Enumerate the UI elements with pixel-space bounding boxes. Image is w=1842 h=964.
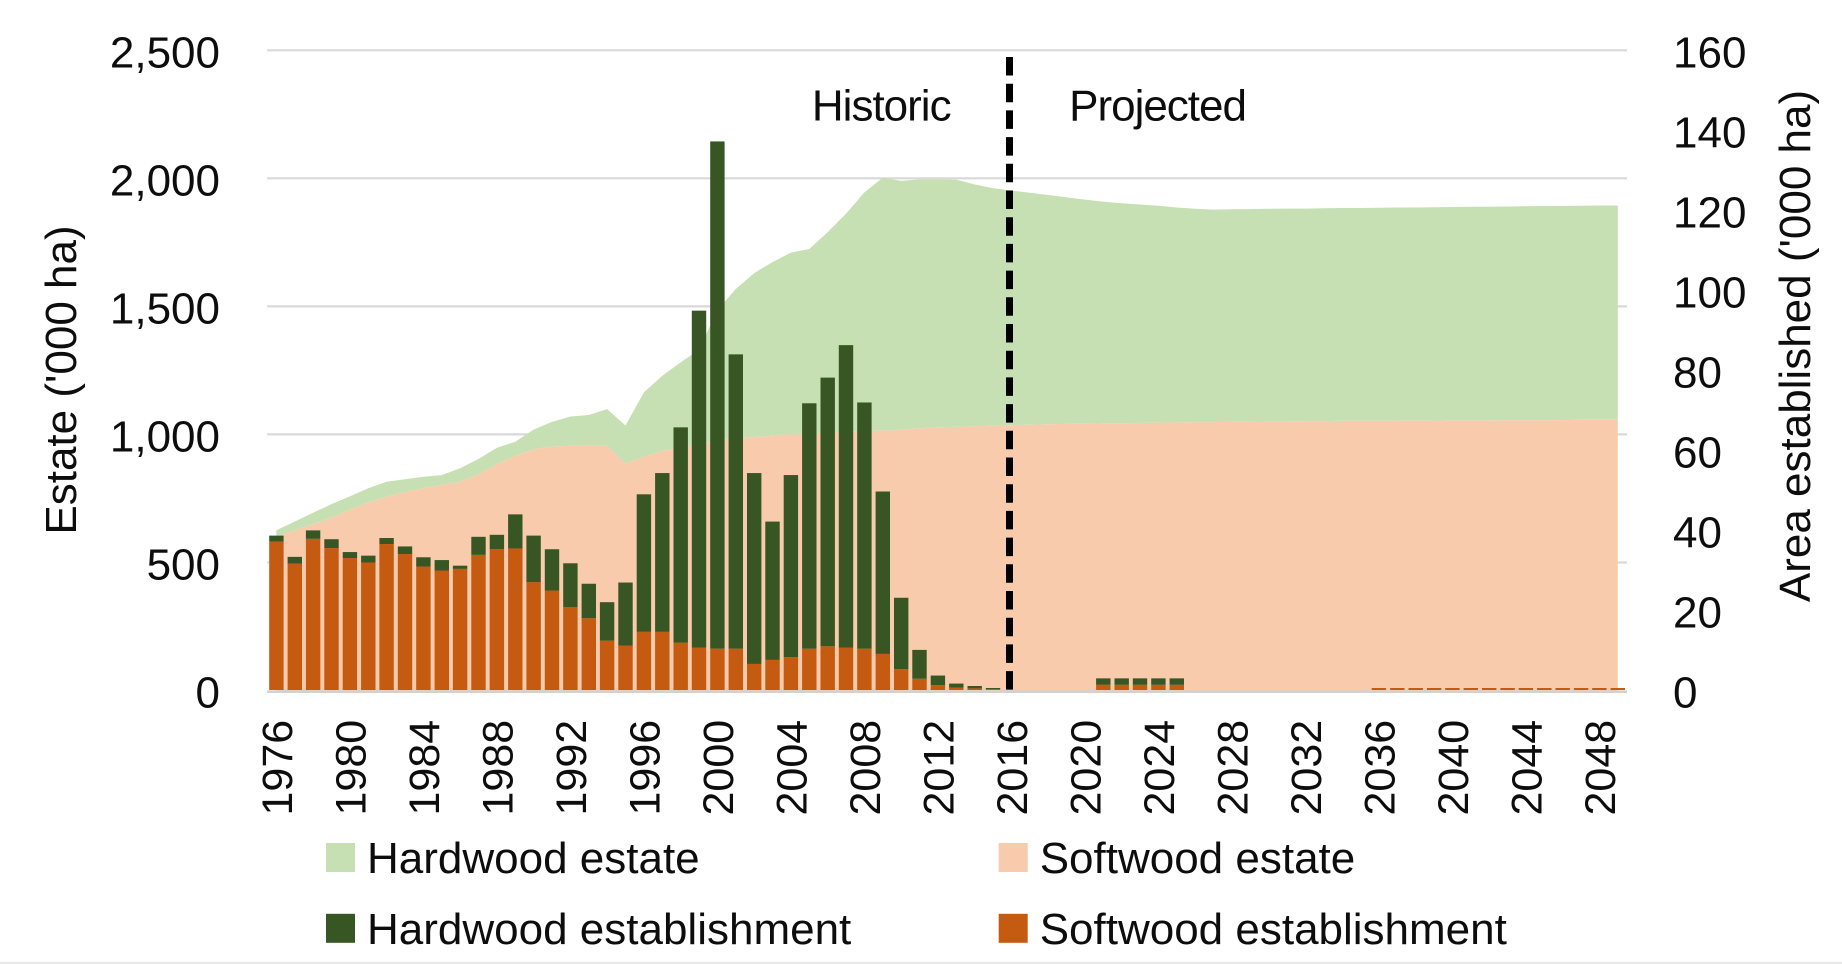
svg-text:Hardwood estate: Hardwood estate	[367, 834, 700, 883]
svg-text:40: 40	[1673, 509, 1722, 558]
svg-text:1976: 1976	[254, 720, 302, 816]
svg-text:2040: 2040	[1430, 720, 1478, 816]
svg-text:0: 0	[196, 669, 220, 718]
svg-text:Historic: Historic	[812, 82, 951, 131]
svg-text:2012: 2012	[915, 720, 963, 816]
svg-text:2032: 2032	[1283, 720, 1331, 816]
svg-text:Hardwood establishment: Hardwood establishment	[367, 905, 851, 954]
svg-text:100: 100	[1673, 268, 1746, 317]
svg-text:Projected: Projected	[1069, 82, 1246, 131]
svg-text:0: 0	[1673, 669, 1697, 718]
svg-text:2020: 2020	[1062, 720, 1110, 816]
svg-text:1996: 1996	[621, 720, 669, 816]
svg-text:2028: 2028	[1209, 720, 1257, 816]
svg-text:160: 160	[1673, 28, 1746, 77]
svg-text:2,000: 2,000	[110, 156, 220, 205]
svg-text:2,500: 2,500	[110, 28, 220, 77]
svg-text:20: 20	[1673, 589, 1722, 638]
svg-text:Softwood estate: Softwood estate	[1040, 834, 1356, 883]
svg-text:1980: 1980	[327, 720, 375, 816]
svg-text:80: 80	[1673, 348, 1722, 397]
svg-text:2024: 2024	[1136, 720, 1184, 816]
svg-text:2044: 2044	[1503, 720, 1551, 816]
svg-text:1,000: 1,000	[110, 412, 220, 461]
svg-text:1,500: 1,500	[110, 284, 220, 333]
svg-text:60: 60	[1673, 428, 1722, 477]
svg-text:2000: 2000	[695, 720, 743, 816]
svg-text:Softwood establishment: Softwood establishment	[1040, 905, 1507, 954]
svg-text:2004: 2004	[768, 720, 816, 816]
svg-text:2048: 2048	[1577, 720, 1625, 816]
svg-text:2016: 2016	[989, 720, 1037, 816]
svg-text:Estate ('000 ha): Estate ('000 ha)	[37, 225, 86, 534]
svg-text:500: 500	[147, 541, 220, 590]
svg-text:2008: 2008	[842, 720, 890, 816]
svg-text:1988: 1988	[474, 720, 522, 816]
svg-text:120: 120	[1673, 188, 1746, 237]
svg-text:1984: 1984	[401, 720, 449, 816]
svg-text:2036: 2036	[1356, 720, 1404, 816]
svg-text:Area established ('000 ha): Area established ('000 ha)	[1771, 90, 1820, 602]
svg-text:140: 140	[1673, 108, 1746, 157]
svg-text:1992: 1992	[548, 720, 596, 816]
